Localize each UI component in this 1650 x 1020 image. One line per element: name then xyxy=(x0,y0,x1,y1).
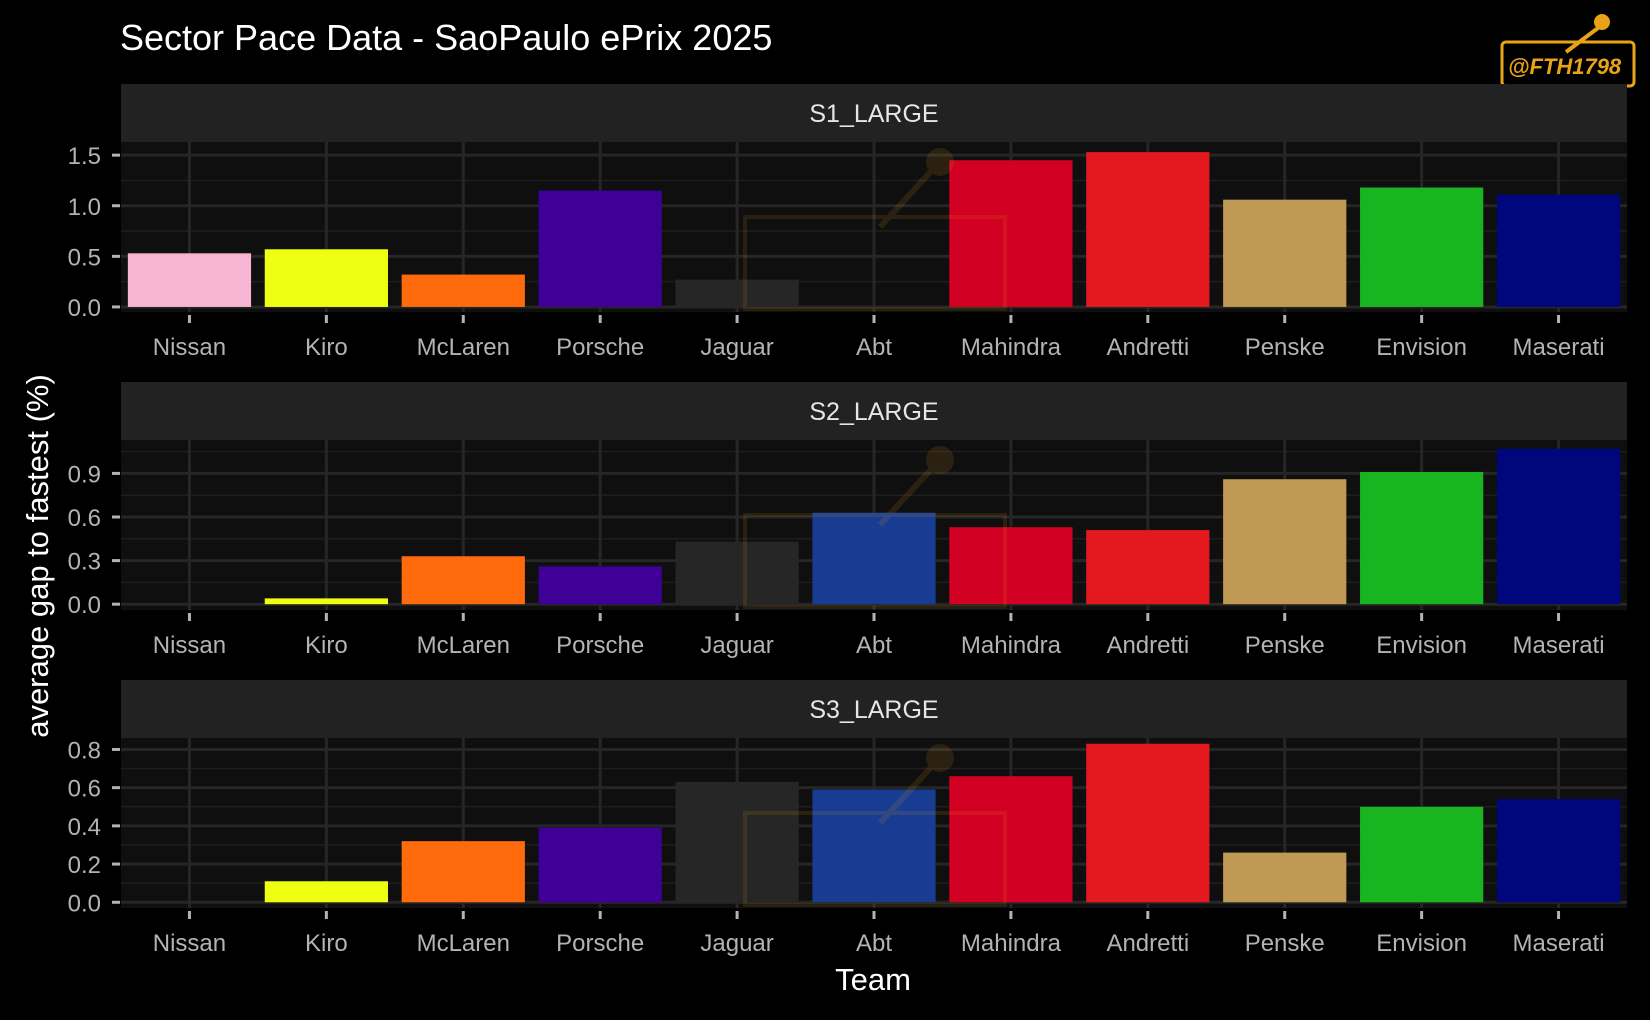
bar-mclaren xyxy=(401,556,525,605)
y-tick-label: 0.6 xyxy=(68,505,101,532)
bar-penske xyxy=(1223,852,1347,903)
y-tick-label: 0.3 xyxy=(68,549,101,576)
panel-watermark xyxy=(743,148,1007,311)
bar-jaguar xyxy=(675,781,799,903)
y-tick-label: 0.4 xyxy=(68,814,101,841)
x-tick-label: Jaguar xyxy=(700,632,773,659)
strip-background xyxy=(121,382,1627,440)
x-tick-label: Abt xyxy=(856,334,892,361)
x-tick-label: Penske xyxy=(1245,930,1325,957)
x-tick-label: Abt xyxy=(856,930,892,957)
bar-mclaren xyxy=(401,841,525,903)
x-tick-label: Mahindra xyxy=(961,632,1062,659)
bar-kiro xyxy=(264,249,388,307)
y-tick-label: 0.6 xyxy=(68,776,101,803)
x-tick-label: McLaren xyxy=(417,632,510,659)
x-tick-label: Kiro xyxy=(305,334,348,361)
y-tick-label: 0.0 xyxy=(68,890,101,917)
y-tick-label: 1.0 xyxy=(68,194,101,221)
x-tick-label: Mahindra xyxy=(961,334,1062,361)
panel-watermark xyxy=(743,744,1007,907)
x-tick-label: Abt xyxy=(856,632,892,659)
bar-envision xyxy=(1360,806,1484,903)
x-tick-label: Andretti xyxy=(1106,930,1189,957)
strip-label: S2_LARGE xyxy=(809,398,938,426)
bar-andretti xyxy=(1086,152,1210,307)
y-tick-label: 0.5 xyxy=(68,244,101,271)
y-axis-title: average gap to fastest (%) xyxy=(20,374,55,738)
x-tick-label: Envision xyxy=(1376,930,1467,957)
y-tick-label: 1.5 xyxy=(68,143,101,170)
bar-maserati xyxy=(1496,448,1621,605)
bar-mahindra xyxy=(949,527,1073,605)
bar-maserati xyxy=(1496,194,1621,307)
panel-watermark xyxy=(743,446,1007,609)
strip-label: S3_LARGE xyxy=(809,696,938,724)
y-tick-label: 0.2 xyxy=(68,852,101,879)
x-tick-label: McLaren xyxy=(417,930,510,957)
bar-penske xyxy=(1223,199,1347,307)
x-tick-label: Nissan xyxy=(153,930,226,957)
panel-s1_large: S1_LARGE 0.0 0.5 1.0 1.5 Nissan Kiro McLaren Por… xyxy=(68,84,1627,361)
x-tick-label: Maserati xyxy=(1513,632,1605,659)
strip-label: S1_LARGE xyxy=(809,100,938,128)
bar-abt xyxy=(812,512,936,605)
x-tick-label: Envision xyxy=(1376,632,1467,659)
bar-mclaren xyxy=(401,274,525,307)
x-tick-label: Porsche xyxy=(556,334,644,361)
x-tick-label: Nissan xyxy=(153,334,226,361)
x-tick-label: Kiro xyxy=(305,930,348,957)
x-tick-label: Kiro xyxy=(305,632,348,659)
y-tick-label: 0.0 xyxy=(68,295,101,322)
bar-envision xyxy=(1360,187,1484,307)
bar-jaguar xyxy=(675,279,799,307)
bar-kiro xyxy=(264,881,388,903)
watermark-text: @FTH1798 xyxy=(1508,54,1622,79)
bar-porsche xyxy=(538,190,662,307)
bar-porsche xyxy=(538,827,662,903)
y-tick-label: 0.8 xyxy=(68,737,101,764)
bar-jaguar xyxy=(675,541,799,605)
x-tick-label: Nissan xyxy=(153,632,226,659)
bar-porsche xyxy=(538,566,662,605)
x-tick-label: Porsche xyxy=(556,632,644,659)
x-tick-label: Jaguar xyxy=(700,930,773,957)
x-tick-label: McLaren xyxy=(417,334,510,361)
x-tick-label: Penske xyxy=(1245,632,1325,659)
x-tick-label: Porsche xyxy=(556,930,644,957)
x-tick-label: Andretti xyxy=(1106,632,1189,659)
x-tick-label: Jaguar xyxy=(700,334,773,361)
watermark-logo: @FTH1798 xyxy=(1500,14,1636,88)
chart-title: Sector Pace Data - SaoPaulo ePrix 2025 xyxy=(120,17,772,58)
bar-nissan xyxy=(127,253,252,307)
bar-envision xyxy=(1360,471,1484,605)
y-tick-label: 0.9 xyxy=(68,461,101,488)
x-tick-label: Maserati xyxy=(1513,334,1605,361)
bar-kiro xyxy=(264,598,388,605)
strip-background xyxy=(121,84,1627,142)
x-tick-label: Penske xyxy=(1245,334,1325,361)
bar-mahindra xyxy=(949,776,1073,903)
bar-penske xyxy=(1223,479,1347,605)
bar-maserati xyxy=(1496,799,1621,903)
panel-s3_large: S3_LARGE 0.0 0.2 0.4 0.6 0.8 Nissan Kiro McLaren… xyxy=(68,680,1627,957)
bar-mahindra xyxy=(949,160,1073,307)
x-tick-label: Andretti xyxy=(1106,334,1189,361)
x-tick-label: Mahindra xyxy=(961,930,1062,957)
bar-andretti xyxy=(1086,743,1210,903)
y-tick-label: 0.0 xyxy=(68,592,101,619)
x-tick-label: Maserati xyxy=(1513,930,1605,957)
facet-panels: S1_LARGE 0.0 0.5 1.0 1.5 Nissan Kiro McLaren Por… xyxy=(68,84,1627,957)
x-tick-label: Envision xyxy=(1376,334,1467,361)
panel-s2_large: S2_LARGE 0.0 0.3 0.6 0.9 Nissan Kiro McLaren Por… xyxy=(68,382,1627,659)
bar-abt xyxy=(812,789,936,903)
x-axis-title: Team xyxy=(835,962,911,997)
bar-andretti xyxy=(1086,530,1210,605)
strip-background xyxy=(121,680,1627,738)
